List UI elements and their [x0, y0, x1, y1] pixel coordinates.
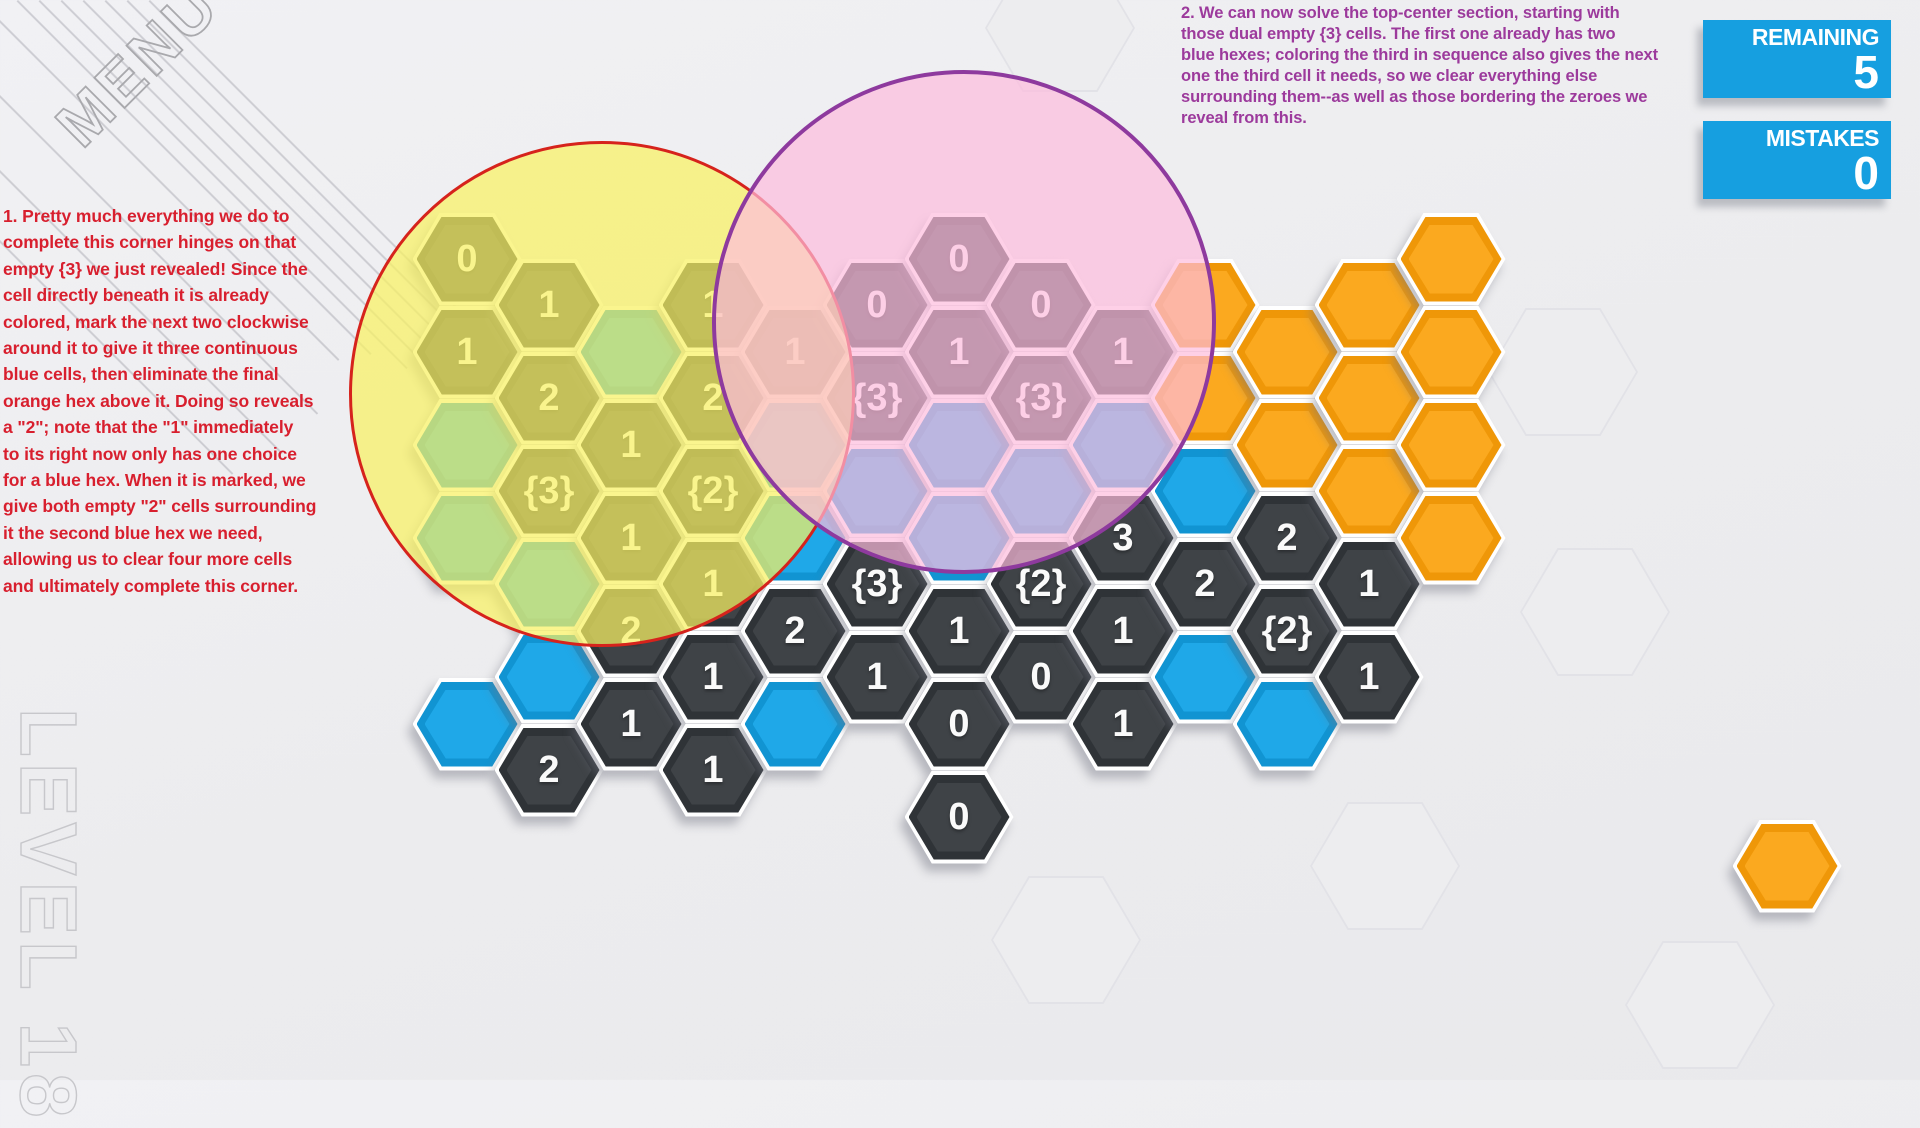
hex-border: {2}	[1232, 584, 1342, 678]
hex-number: 1	[620, 702, 642, 745]
background-hex-decoration	[985, 0, 1135, 92]
hex-border	[1396, 212, 1506, 306]
annotation-step1: 1. Pretty much everything we do to compl…	[3, 206, 317, 596]
hex-fill	[1736, 823, 1838, 909]
hex-number: 0	[948, 795, 970, 838]
hex-border: 0	[904, 677, 1014, 771]
hex-cell-orange[interactable]	[1232, 305, 1342, 399]
hex-fill-inner	[1408, 224, 1494, 294]
hex-number: 1	[866, 655, 888, 698]
hex-border: 1	[904, 584, 1014, 678]
hex-fill-inner	[916, 782, 1002, 852]
hex-fill-inner	[588, 689, 674, 759]
hex-cell-blue[interactable]	[740, 677, 850, 771]
hex-border	[740, 677, 850, 771]
hex-fill	[1236, 681, 1338, 767]
hex-cell-dark-2: 2	[1232, 491, 1342, 585]
hex-cell-dark-1: 1	[1314, 630, 1424, 724]
remaining-label: REMAINING	[1751, 24, 1880, 50]
hex-cell-orange[interactable]	[1396, 305, 1506, 399]
hex-cell-blue[interactable]	[1150, 630, 1260, 724]
hex-fill-inner	[834, 642, 920, 712]
hex-cell-orange[interactable]	[1732, 819, 1842, 913]
hex-fill-inner	[1408, 503, 1494, 573]
hex-border	[1232, 305, 1342, 399]
hex-fill	[1154, 634, 1256, 720]
hex-fill	[1236, 495, 1338, 581]
hex-border	[1396, 398, 1506, 492]
background-hex-decoration	[991, 876, 1141, 1004]
hex-number: 1	[1358, 562, 1380, 605]
background-hex-decoration	[1488, 308, 1638, 436]
hex-fill	[1318, 262, 1420, 348]
background-hex-decoration	[1520, 548, 1670, 676]
hex-number: 2	[538, 748, 560, 791]
hex-fill-inner	[916, 689, 1002, 759]
hex-fill	[416, 681, 518, 767]
hex-fill	[1236, 309, 1338, 395]
hex-fill	[1072, 681, 1174, 767]
hex-cell-dark-1: 1	[658, 723, 768, 817]
hex-fill-inner	[1408, 410, 1494, 480]
hex-number: {2}	[1261, 609, 1313, 652]
hex-cell-dark-0: 0	[904, 677, 1014, 771]
hex-fill	[1400, 402, 1502, 488]
hex-cell-orange[interactable]	[1396, 398, 1506, 492]
hex-fill-inner	[506, 735, 592, 805]
hex-fill-inner	[752, 689, 838, 759]
hex-cell-orange[interactable]	[1232, 398, 1342, 492]
hex-fill-inner	[1744, 831, 1830, 901]
mistakes-label: MISTAKES	[1765, 125, 1880, 151]
hex-border: 1	[658, 723, 768, 817]
hex-border	[1732, 819, 1842, 913]
hex-cell-blue[interactable]	[1232, 677, 1342, 771]
hex-fill	[1236, 588, 1338, 674]
hex-fill	[1318, 634, 1420, 720]
hex-cell-dark-1: 1	[1068, 677, 1178, 771]
hex-border	[1396, 491, 1506, 585]
hex-cell-dark-1: 1	[1314, 537, 1424, 631]
hex-fill	[1318, 355, 1420, 441]
hex-border	[412, 677, 522, 771]
hex-cell-orange[interactable]	[1396, 491, 1506, 585]
background-hex-decoration	[1625, 941, 1775, 1069]
remaining-value: 5	[1853, 46, 1879, 98]
hex-fill	[1400, 309, 1502, 395]
hex-number: 0	[1030, 655, 1052, 698]
mistakes-counter: MISTAKES 0	[1703, 121, 1891, 199]
hex-cell-dark-0: 0	[904, 770, 1014, 864]
hex-fill-inner	[506, 642, 592, 712]
hex-fill	[1400, 495, 1502, 581]
hex-number: 0	[948, 702, 970, 745]
hex-border	[1396, 305, 1506, 399]
hex-fill	[1400, 216, 1502, 302]
hex-fill	[1236, 402, 1338, 488]
hex-cell-dark-1: 1	[904, 584, 1014, 678]
annotation-step2: 2. We can now solve the top-center secti…	[1181, 4, 1658, 127]
hex-cell-blue[interactable]	[412, 677, 522, 771]
hex-fill	[1072, 588, 1174, 674]
hex-fill	[1318, 541, 1420, 627]
hex-fill-inner	[670, 735, 756, 805]
hex-border: 0	[904, 770, 1014, 864]
hex-fill-inner	[1408, 317, 1494, 387]
hex-fill-inner	[916, 596, 1002, 666]
mistakes-value: 0	[1853, 147, 1879, 199]
hex-cell-orange[interactable]	[1396, 212, 1506, 306]
background-hex-decoration	[1310, 802, 1460, 930]
level-label: LEVEL 18	[3, 707, 93, 1124]
hex-number: 1	[702, 748, 724, 791]
remaining-counter: REMAINING 5	[1703, 20, 1891, 98]
hex-number: 1	[948, 609, 970, 652]
hex-fill	[1318, 448, 1420, 534]
hex-number: 1	[1112, 702, 1134, 745]
hex-number: 1	[1112, 609, 1134, 652]
hex-number: 1	[1358, 655, 1380, 698]
hex-number: 1	[702, 655, 724, 698]
hex-cell-dark-2: {2}	[1232, 584, 1342, 678]
hex-number: 2	[1276, 516, 1298, 559]
hex-border: 1	[1314, 630, 1424, 724]
hex-fill-inner	[670, 642, 756, 712]
